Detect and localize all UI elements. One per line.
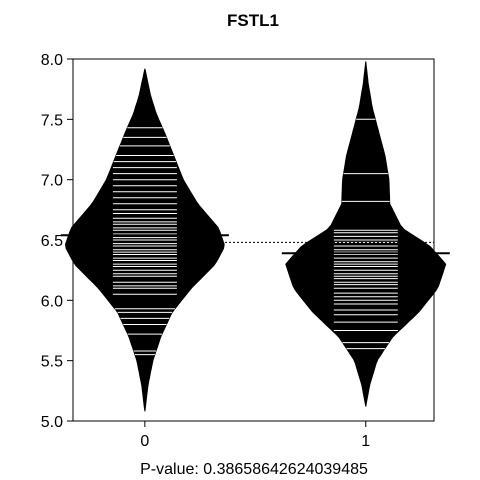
beans-layer	[64, 61, 447, 412]
p-value-label: P-value: 0.38658642624039485	[140, 461, 368, 478]
x-tick-label: 0	[140, 433, 149, 450]
bean-shape-1	[285, 61, 447, 407]
y-tick-label: 6.0	[41, 293, 63, 310]
p-value-number: 0.38658642624039485	[203, 461, 368, 478]
reference-lines-layer	[60, 234, 450, 255]
chart-title: FSTL1	[227, 11, 279, 30]
y-tick-label: 5.5	[41, 354, 63, 371]
y-tick-label: 8.0	[41, 52, 63, 69]
p-value-label-text: P-value:	[140, 461, 199, 478]
y-tick-label: 7.0	[41, 173, 63, 190]
y-tick-label: 7.5	[41, 112, 63, 129]
y-axis: 5.0 5.5 6.0 6.5 7.0 7.5 8.0	[41, 52, 73, 431]
x-tick-label: 1	[361, 433, 370, 450]
y-tick-label: 6.5	[41, 233, 63, 250]
y-tick-label: 5.0	[41, 414, 63, 431]
